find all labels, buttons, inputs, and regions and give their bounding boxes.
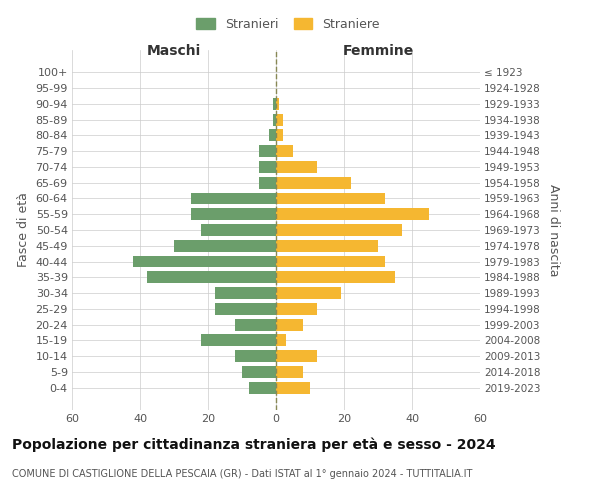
- Bar: [259, 145, 276, 157]
- Bar: [276, 98, 280, 110]
- Text: COMUNE DI CASTIGLIONE DELLA PESCAIA (GR) - Dati ISTAT al 1° gennaio 2024 - TUTTI: COMUNE DI CASTIGLIONE DELLA PESCAIA (GR)…: [12, 469, 472, 479]
- Bar: [276, 161, 317, 173]
- Bar: [276, 240, 378, 252]
- Y-axis label: Fasce di età: Fasce di età: [17, 192, 30, 268]
- Y-axis label: Anni di nascita: Anni di nascita: [547, 184, 560, 276]
- Bar: [276, 303, 317, 315]
- Bar: [201, 334, 276, 346]
- Bar: [235, 350, 276, 362]
- Legend: Stranieri, Straniere: Stranieri, Straniere: [193, 14, 383, 34]
- Bar: [276, 224, 402, 236]
- Bar: [276, 318, 303, 330]
- Bar: [272, 98, 276, 110]
- Bar: [133, 256, 276, 268]
- Bar: [276, 382, 310, 394]
- Bar: [147, 272, 276, 283]
- Bar: [276, 177, 351, 188]
- Bar: [276, 208, 429, 220]
- Bar: [276, 256, 385, 268]
- Bar: [269, 130, 276, 141]
- Bar: [201, 224, 276, 236]
- Bar: [215, 303, 276, 315]
- Bar: [276, 130, 283, 141]
- Bar: [259, 161, 276, 173]
- Bar: [276, 114, 283, 126]
- Bar: [276, 145, 293, 157]
- Bar: [276, 192, 385, 204]
- Bar: [272, 114, 276, 126]
- Bar: [276, 366, 303, 378]
- Bar: [174, 240, 276, 252]
- Bar: [259, 177, 276, 188]
- Bar: [276, 272, 395, 283]
- Bar: [276, 350, 317, 362]
- Bar: [235, 318, 276, 330]
- Text: Popolazione per cittadinanza straniera per età e sesso - 2024: Popolazione per cittadinanza straniera p…: [12, 438, 496, 452]
- Text: Femmine: Femmine: [343, 44, 413, 58]
- Bar: [191, 208, 276, 220]
- Bar: [276, 287, 341, 299]
- Bar: [242, 366, 276, 378]
- Bar: [191, 192, 276, 204]
- Bar: [215, 287, 276, 299]
- Bar: [276, 334, 286, 346]
- Text: Maschi: Maschi: [147, 44, 201, 58]
- Bar: [249, 382, 276, 394]
